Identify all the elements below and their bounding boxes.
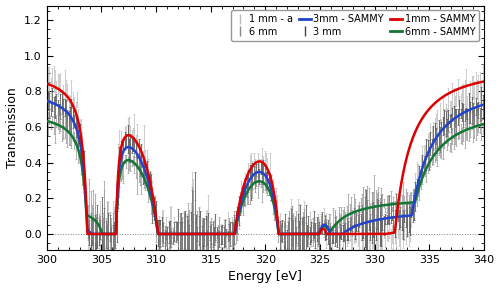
- Legend: 1 mm - a, 6 mm, 3mm - SAMMY, 3 mm, 1mm - SAMMY, 6mm - SAMMY: 1 mm - a, 6 mm, 3mm - SAMMY, 3 mm, 1mm -…: [230, 10, 479, 41]
- X-axis label: Energy [eV]: Energy [eV]: [228, 271, 302, 284]
- Y-axis label: Transmission: Transmission: [6, 87, 18, 168]
